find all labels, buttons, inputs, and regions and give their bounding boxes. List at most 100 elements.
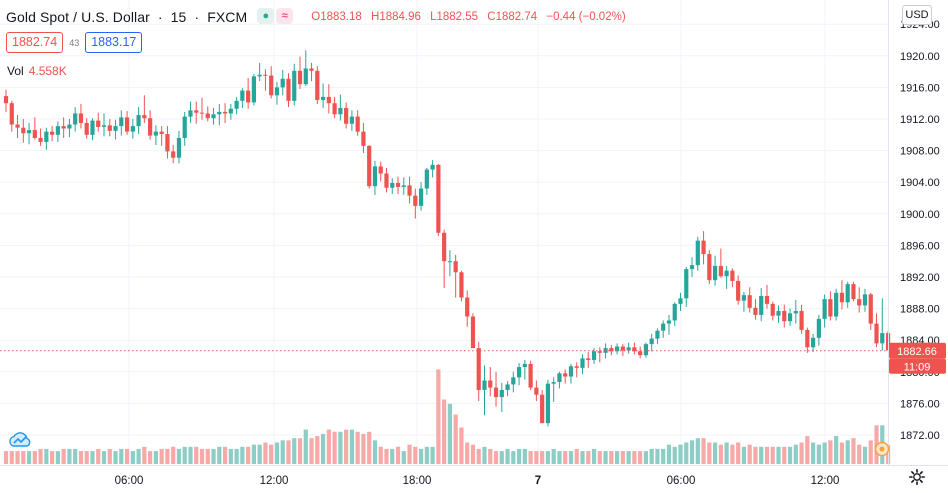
volume-bar [240, 446, 245, 464]
volume-bar [603, 451, 608, 464]
candle-body [465, 297, 470, 317]
candle-body [297, 70, 303, 85]
candle-body [764, 295, 770, 304]
volume-bar [689, 440, 695, 464]
volume-bar [799, 442, 804, 464]
volume-bar [816, 444, 821, 464]
candle-body [857, 299, 862, 306]
candle-body [476, 348, 481, 390]
volume-legend[interactable]: Vol 4.558K [7, 64, 67, 78]
volume-bar [395, 446, 401, 464]
volume-bar [257, 444, 262, 464]
candle-body [528, 363, 533, 388]
candle-body [770, 303, 775, 316]
volume-bar [684, 442, 689, 464]
volume-bar [511, 451, 516, 464]
volume-bar [505, 448, 510, 464]
volume-bar [787, 446, 793, 464]
candle-body [234, 100, 239, 109]
price-tick-label: 1916.00 [900, 82, 940, 94]
volume-bar [459, 427, 464, 464]
candle-body [672, 303, 677, 321]
candle-body [638, 351, 643, 356]
volume-bar [349, 429, 354, 464]
volume-bar [614, 451, 620, 464]
candle-body [880, 333, 885, 344]
candle-body [684, 269, 689, 299]
market-open-icon[interactable]: ● [257, 8, 275, 24]
candle-body [361, 131, 366, 146]
candle-body [263, 74, 268, 76]
candle-body [730, 270, 735, 281]
price-tick-label: 1912.00 [900, 114, 940, 126]
candle-body [447, 261, 453, 263]
candle-body [718, 265, 723, 277]
candle-body [493, 387, 499, 398]
volume-bar [868, 440, 873, 464]
candle-body [292, 70, 297, 101]
candle-body [597, 351, 602, 353]
candle-body [747, 295, 752, 308]
candle-body [44, 131, 49, 142]
candle-body [868, 294, 873, 324]
volume-bar [320, 433, 326, 464]
sell-price-button[interactable]: 1882.74 [6, 32, 64, 53]
volume-bar [730, 444, 735, 464]
volume-bar [551, 448, 556, 464]
candle-body [407, 185, 412, 196]
candle-body [834, 292, 839, 317]
volume-bar [78, 451, 84, 464]
candle-body [782, 310, 787, 322]
candle-body [9, 103, 14, 125]
volume-bar [153, 451, 158, 464]
open-value: 1883.18 [320, 11, 362, 23]
volume-bar [222, 446, 228, 464]
volume-bar [851, 438, 856, 464]
volume-bar [263, 442, 268, 464]
candle-body [851, 284, 856, 300]
volume-bar [159, 448, 164, 464]
price-tick-label: 1872.00 [900, 430, 940, 442]
volume-bar [609, 451, 614, 464]
volume-bar [626, 451, 631, 464]
volume-bar [182, 446, 187, 464]
volume-bar [695, 438, 700, 464]
tradingview-cloud-icon[interactable] [7, 430, 33, 450]
gear-icon[interactable] [908, 468, 926, 486]
candle-body [303, 68, 308, 85]
currency-button[interactable]: USD [902, 5, 932, 25]
buy-price-button[interactable]: 1883.17 [85, 32, 143, 53]
volume-bar [303, 429, 308, 464]
volume-bar [401, 451, 406, 464]
current-price-value: 1882.66 [897, 346, 937, 358]
candle-body [338, 107, 343, 115]
volume-bar [718, 444, 723, 464]
volume-bar [661, 448, 666, 464]
volume-bar [597, 451, 602, 464]
volume-value: 4.558K [28, 64, 67, 78]
volume-bar [124, 448, 130, 464]
wave-icon[interactable]: ≈ [276, 8, 294, 24]
market-status-toggle[interactable]: ● ≈ [257, 8, 295, 26]
candle-body [563, 373, 568, 377]
candle-body [257, 74, 262, 77]
candle-body [217, 111, 222, 115]
volume-bar [21, 451, 26, 464]
volume-bar [776, 446, 781, 464]
candle-body [436, 164, 441, 233]
volume-bar [528, 451, 533, 464]
volume-bar [67, 448, 72, 464]
scroll-right-icon[interactable] [874, 438, 890, 460]
volume-bar [90, 451, 95, 464]
candle-body [874, 323, 879, 344]
volume-bar [591, 448, 597, 464]
countdown-value: 11:09 [904, 361, 931, 373]
volume-bar [436, 369, 441, 464]
symbol-title[interactable]: Gold Spot / U.S. Dollar · 15 · FXCM [6, 9, 247, 25]
volume-bar [26, 451, 32, 464]
candle-body [545, 383, 551, 424]
volume-bar [9, 451, 14, 464]
volume-bar [61, 448, 66, 464]
candle-body [574, 366, 579, 368]
